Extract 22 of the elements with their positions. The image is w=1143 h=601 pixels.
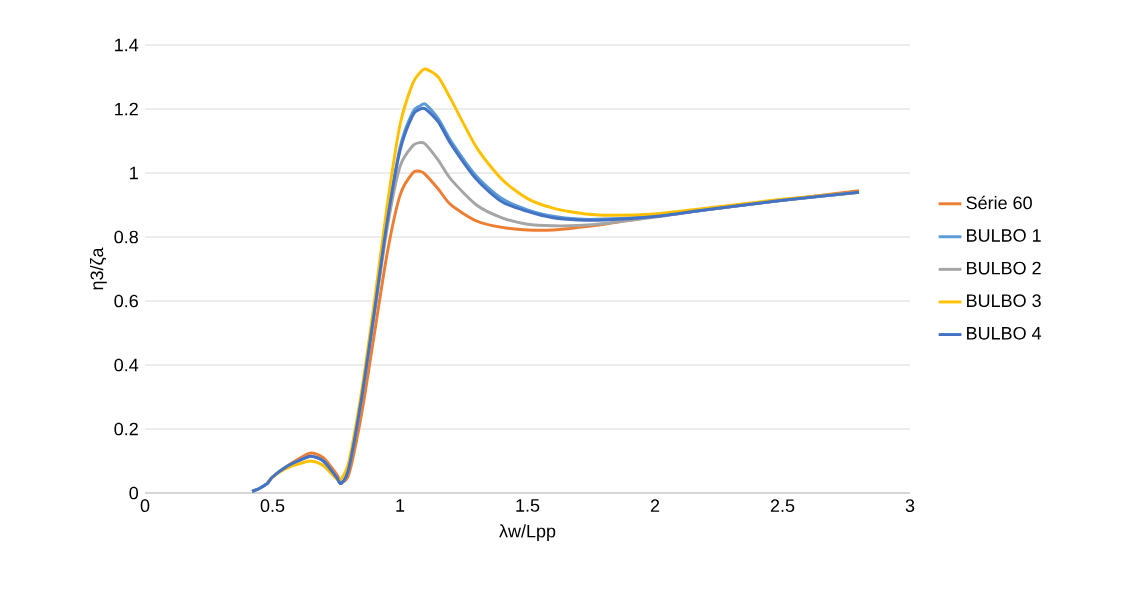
y-tick-label: 0.6	[114, 294, 138, 308]
y-tick-label: 0.4	[114, 358, 139, 372]
y-axis-title: η3/ζa	[90, 247, 107, 290]
y-tick-label: 0.2	[114, 422, 138, 436]
legend-label: BULBO 4	[967, 326, 1042, 340]
legend-label: BULBO 1	[967, 229, 1041, 242]
y-tick-label: 1	[130, 166, 138, 180]
x-axis-title: λw/Lpp	[499, 524, 556, 542]
x-tick-label: 1.5	[516, 499, 540, 512]
x-tick-label: 3	[905, 499, 915, 512]
y-tick-label: 0	[129, 486, 139, 500]
x-tick-label: 0	[140, 499, 150, 512]
legend-label: BULBO 2	[967, 261, 1041, 275]
x-tick-label: 2	[650, 499, 660, 512]
legend-label: Série 60	[966, 195, 1032, 210]
y-tick-label: 1.4	[115, 38, 139, 52]
x-tick-label: 2.5	[770, 499, 795, 512]
x-tick-label: 1	[396, 499, 405, 512]
y-tick-label: 1.2	[115, 102, 138, 116]
y-tick-label: 0.8	[114, 230, 138, 244]
x-tick-label: 0.5	[260, 499, 285, 512]
legend-label: BULBO 3	[967, 294, 1041, 308]
